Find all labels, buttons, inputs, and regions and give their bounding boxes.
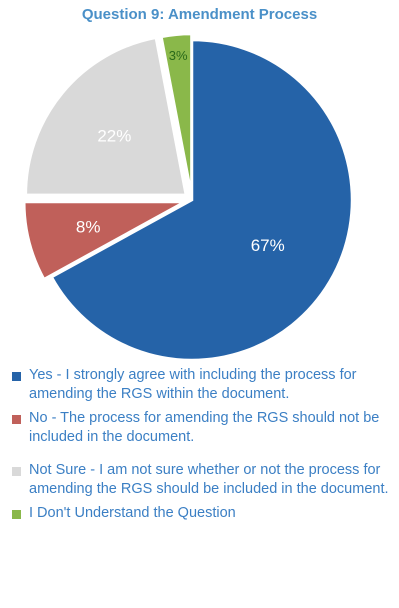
legend-label-no: No - The process for amending the RGS sh… [29, 410, 380, 445]
data-label-not-sure: 22% [97, 127, 131, 146]
legend-label-yes: Yes - I strongly agree with including th… [29, 367, 357, 402]
legend-label-not-sure: Not Sure - I am not sure whether or not … [29, 462, 389, 497]
legend-swatch-no [12, 415, 21, 424]
pie-slice-yes [50, 38, 354, 362]
data-label-dont-understand: 3% [169, 48, 188, 63]
legend-item-yes: Yes - I strongly agree with including th… [12, 366, 392, 404]
chart-legend: Yes - I strongly agree with including th… [12, 366, 392, 528]
legend-swatch-not-sure [12, 467, 21, 476]
chart-title: Question 9: Amendment Process [81, 6, 318, 23]
pie-slice-dont-understand [159, 32, 193, 195]
legend-swatch-yes [12, 372, 21, 381]
data-label-yes: 67% [251, 236, 285, 255]
pie-slice-not-sure [24, 36, 188, 197]
legend-item-no: No - The process for amending the RGS sh… [12, 409, 392, 447]
legend-label-dont-understand: I Don't Understand the Question [29, 505, 236, 521]
legend-item-not-sure: Not Sure - I am not sure whether or not … [12, 461, 392, 499]
legend-swatch-dont-understand [12, 510, 21, 519]
legend-item-dont-understand: I Don't Understand the Question [12, 504, 392, 523]
pie-chart: 67% 8% 22% 3% [23, 32, 354, 362]
pie-slice-no [23, 200, 185, 281]
data-label-no: 8% [76, 218, 101, 237]
